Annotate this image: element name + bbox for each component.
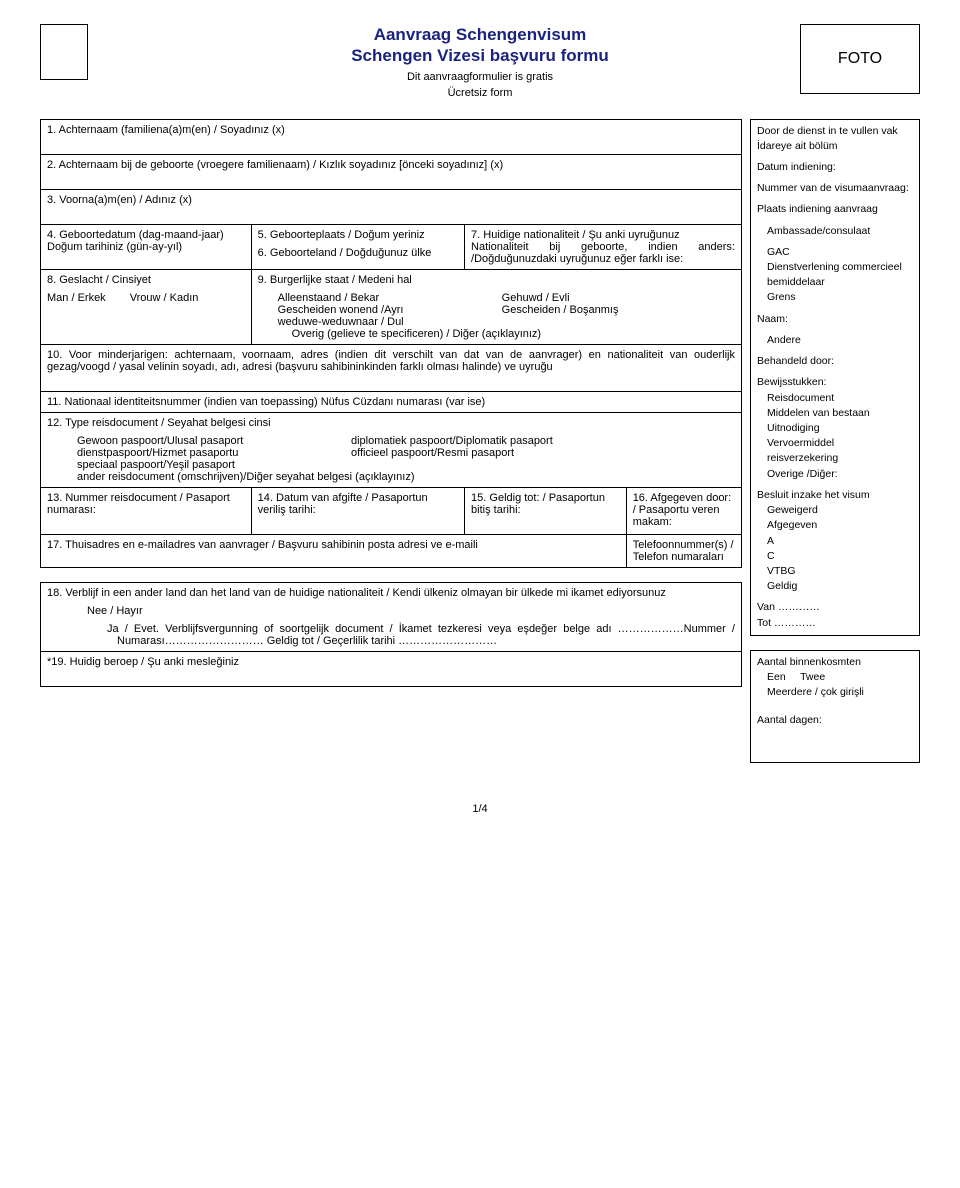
opt-diplomatic-passport[interactable]: diplomatiek paspoort/Diplomatik pasaport [351,435,553,447]
sb-doc-insurance: reisverzekering [757,451,913,466]
sb-border: Grens [757,290,913,305]
opt-female[interactable]: Vrouw / Kadın [130,292,199,304]
q7-nationality[interactable]: 7. Huidige nationaliteit / Şu anki uyruğ… [465,224,742,269]
sb-other: Andere [757,333,913,348]
sb-doc-invite: Uitnodiging [757,421,913,436]
title-nl: Aanvraag Schengenvisum [40,24,920,45]
photo-box: FOTO [800,24,920,94]
opt-male[interactable]: Man / Erkek [47,292,106,304]
opt-separated[interactable]: Gescheiden wonend /Ayrı [278,304,478,316]
sb-multi: Meerdere / çok girişli [757,685,913,700]
logo-placeholder [40,24,88,80]
q17-address-email[interactable]: 17. Thuisadres en e-mailadres van aanvra… [41,534,627,567]
q14-issue-date[interactable]: 14. Datum van afgifte / Pasaportun veril… [251,487,464,534]
sb-name: Naam: [757,312,913,327]
q8-sex[interactable]: 8. Geslacht / Cinsiyet Man / Erkek Vrouw… [41,269,252,344]
title-tr: Schengen Vizesi başvuru formu [40,45,920,66]
sb-doc-other: Overige /Diğer: [757,467,913,482]
opt-other-doc[interactable]: ander reisdocument (omschrijven)/Diğer s… [77,471,735,483]
sb-entries: Aantal binnenkosmten [757,655,913,670]
sb-handled: Behandeld door: [757,354,913,369]
sb-tot: Tot [757,617,771,629]
sb-refused: Geweigerd [757,503,913,518]
q17-phone[interactable]: Telefoonnummer(s) / Telefon numaraları [626,534,741,567]
q5-q6-birthplace[interactable]: 5. Geboorteplaats / Doğum yeriniz 6. Geb… [251,224,464,269]
q19-occupation[interactable]: *19. Huidig beroep / Şu anki mesleğiniz [41,651,742,686]
q13-doc-number[interactable]: 13. Nummer reisdocument / Pasaport numar… [41,487,252,534]
sb-date: Datum indiening: [757,160,913,175]
page-number: 1/4 [40,803,920,815]
q3-firstname[interactable]: 3. Voorna(a)m(en) / Adınız (x) [41,189,742,224]
sb-one: Een [767,671,786,683]
sb-vtbg: VTBG [757,564,913,579]
opt-other-marital[interactable]: Overig (gelieve te specificeren) / Diğer… [278,328,735,340]
q1-surname[interactable]: 1. Achternaam (familiena(a)m(en) / Soyad… [41,119,742,154]
sb-commercial: Dienstverlening commercieel bemiddelaar [757,260,913,290]
sb-days: Aantal dagen: [757,713,913,728]
sb-two: Twee [800,671,825,683]
sb-heading: Door de dienst in te vullen vak [757,124,913,139]
sb-decision: Besluit inzake het visum [757,488,913,503]
sb-issued: Afgegeven [757,518,913,533]
q10-minors[interactable]: 10. Voor minderjarigen: achternaam, voor… [41,344,742,391]
official-sidebar: Door de dienst in te vullen vak İdareye … [750,119,920,763]
q12-travel-doc-type[interactable]: 12. Type reisdocument / Seyahat belgesi … [41,412,742,487]
subtitle-nl: Dit aanvraagformulier is gratis [40,71,920,83]
sb-van: Van [757,601,775,613]
q9-marital[interactable]: 9. Burgerlijke staat / Medeni hal Alleen… [251,269,741,344]
opt-divorced[interactable]: Gescheiden / Boşanmış [502,304,619,316]
opt-widowed[interactable]: weduwe-weduwnaar / Dul [278,316,735,328]
sb-doc-travel: Reisdocument [757,391,913,406]
sb-number: Nummer van de visumaanvraag: [757,181,913,196]
sb-docs: Bewijsstukken: [757,375,913,390]
sb-a: A [757,534,913,549]
q16-issued-by[interactable]: 16. Afgegeven door: / Pasaportu veren ma… [626,487,741,534]
main-form: 1. Achternaam (familiena(a)m(en) / Soyad… [40,119,742,763]
q2-surname-birth[interactable]: 2. Achternaam bij de geboorte (vroegere … [41,154,742,189]
q18-other-country[interactable]: 18. Verblijf in een ander land dan het l… [41,582,742,651]
sb-gac: GAC [757,245,913,260]
q4-dob[interactable]: 4. Geboortedatum (dag-maand-jaar) Doğum … [41,224,252,269]
opt-single[interactable]: Alleenstaand / Bekar [278,292,478,304]
opt-ordinary-passport[interactable]: Gewoon paspoort/Ulusal pasaport [77,435,327,447]
opt-yes[interactable]: Ja / Evet. Verblijfsvergunning of soortg… [47,623,735,647]
opt-service-passport[interactable]: dienstpaspoort/Hizmet pasaportu [77,447,327,459]
sb-valid: Geldig [757,579,913,594]
sb-heading-tr: İdareye ait bölüm [757,139,913,154]
opt-special-passport[interactable]: speciaal paspoort/Yeşil pasaport [77,459,735,471]
sb-doc-transport: Vervoermiddel [757,436,913,451]
q15-valid-until[interactable]: 15. Geldig tot: / Pasaportun bitiş tarih… [465,487,627,534]
sb-doc-means: Middelen van bestaan [757,406,913,421]
form-header: Aanvraag Schengenvisum Schengen Vizesi b… [40,24,920,99]
opt-no[interactable]: Nee / Hayır [47,605,735,617]
sb-embassy: Ambassade/consulaat [757,224,913,239]
opt-official-passport[interactable]: officieel paspoort/Resmi pasaport [351,447,514,459]
sb-c: C [757,549,913,564]
sb-place: Plaats indiening aanvraag [757,202,913,217]
opt-married[interactable]: Gehuwd / Evli [502,292,570,304]
q11-national-id[interactable]: 11. Nationaal identiteitsnummer (indien … [41,391,742,412]
subtitle-tr: Ücretsiz form [40,87,920,99]
